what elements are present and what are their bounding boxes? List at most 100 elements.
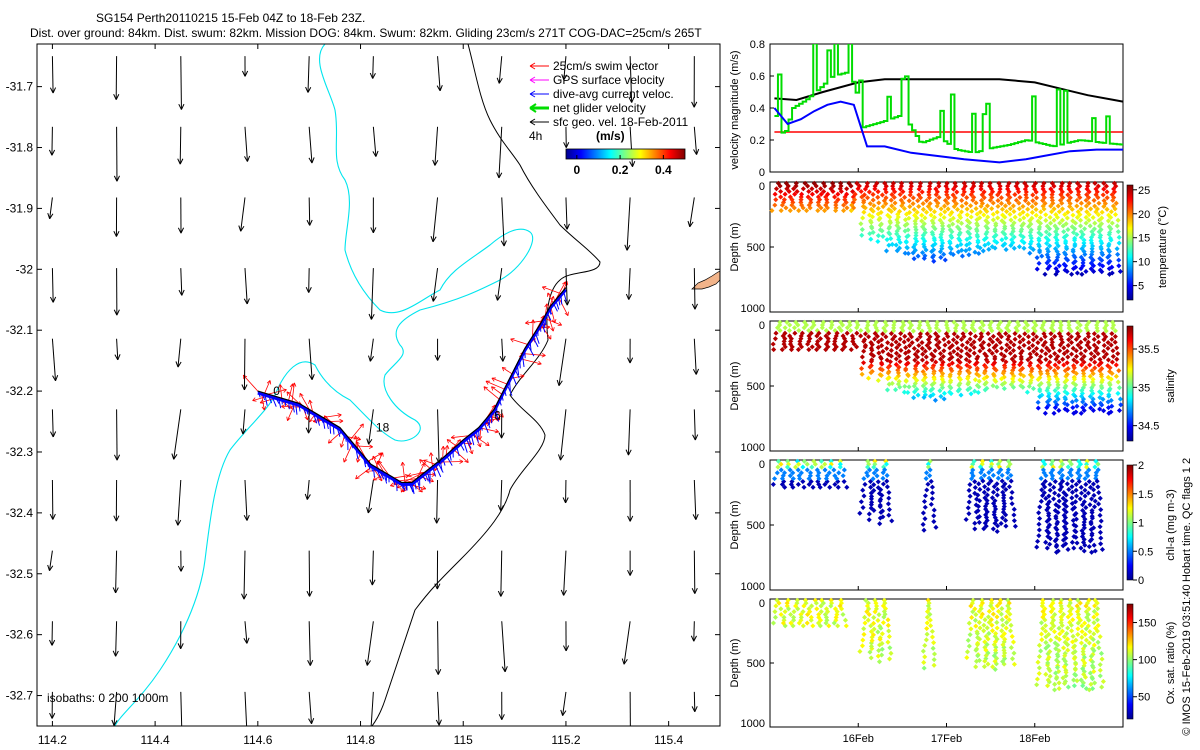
section-point bbox=[1078, 351, 1084, 357]
sfc-geo-arrowhead bbox=[497, 504, 504, 511]
velocity-ytick-label: 0 bbox=[759, 167, 765, 179]
sfc-geo-arrowhead bbox=[691, 303, 698, 310]
section-point bbox=[1095, 351, 1101, 357]
section-point bbox=[1086, 194, 1092, 201]
velocity-ytick-label: 0.2 bbox=[750, 135, 765, 147]
section-point bbox=[951, 204, 957, 210]
sfc-geo-arrow bbox=[434, 126, 439, 166]
section-point bbox=[975, 354, 981, 360]
section-point bbox=[800, 464, 806, 470]
sfc-geo-arrowhead bbox=[692, 368, 700, 375]
section-point bbox=[884, 472, 890, 479]
sfc-geo-arrowhead bbox=[178, 289, 185, 296]
section-point bbox=[1042, 461, 1048, 467]
section-point bbox=[920, 521, 926, 528]
section-point bbox=[1080, 405, 1086, 411]
section-point bbox=[799, 330, 805, 336]
sfc-geo-arrowhead bbox=[436, 85, 443, 92]
section-point bbox=[1069, 539, 1075, 545]
swim-arrowhead bbox=[494, 428, 499, 434]
section-point bbox=[1097, 529, 1103, 535]
map-ytick-label: -31.8 bbox=[6, 141, 34, 155]
section-point bbox=[1009, 237, 1015, 243]
sfc-geo-arrow bbox=[368, 409, 374, 445]
sfc-geo-arrowhead bbox=[52, 375, 59, 382]
section-point bbox=[1092, 180, 1098, 186]
section-point bbox=[901, 389, 907, 395]
section-point bbox=[1110, 325, 1116, 331]
section-point bbox=[1098, 541, 1104, 547]
section-point bbox=[1063, 509, 1069, 515]
section-point bbox=[787, 473, 793, 479]
section-point bbox=[1051, 410, 1057, 416]
section-point bbox=[992, 360, 998, 366]
sfc-geo-arrowhead bbox=[370, 227, 377, 234]
oxygen-ylabel: Depth (m) bbox=[729, 639, 741, 688]
section-point bbox=[969, 614, 975, 621]
legend-gps: GPS surface velocity bbox=[529, 73, 664, 87]
section-point bbox=[1047, 243, 1053, 249]
section-point bbox=[1054, 254, 1061, 260]
sfc-geo-arrow bbox=[307, 56, 310, 93]
swim-arrow bbox=[483, 386, 500, 400]
section-point bbox=[1021, 245, 1027, 251]
sfc-geo-arrowhead bbox=[628, 737, 633, 742]
section-point bbox=[1039, 253, 1045, 259]
section-point bbox=[878, 509, 884, 515]
section-point bbox=[867, 200, 873, 207]
swim-arrow bbox=[309, 399, 313, 412]
section-point bbox=[942, 257, 948, 263]
sfc-geo-arrow bbox=[113, 691, 118, 726]
section-point bbox=[947, 238, 953, 245]
section-point bbox=[826, 623, 832, 629]
section-point bbox=[818, 609, 824, 615]
section-point bbox=[994, 486, 1001, 493]
legend-dac: dive-avg current veloc. bbox=[529, 87, 674, 101]
section-point bbox=[1083, 626, 1089, 632]
section-point bbox=[848, 327, 854, 334]
section-point bbox=[857, 648, 863, 655]
section-point bbox=[1044, 399, 1051, 405]
swim-arrowhead bbox=[252, 397, 257, 402]
section-point bbox=[823, 614, 830, 620]
section-point bbox=[1086, 200, 1092, 206]
section-point bbox=[1085, 490, 1091, 496]
section-point bbox=[1105, 399, 1111, 405]
section-point bbox=[914, 215, 920, 221]
section-point bbox=[992, 354, 998, 360]
swim-arrowhead bbox=[501, 367, 507, 372]
map-y-ticks: -31.7-31.8-31.9-32-32.1-32.2-32.3-32.4-3… bbox=[6, 80, 720, 703]
section-point bbox=[903, 366, 909, 372]
section-point bbox=[1033, 206, 1039, 213]
section-point bbox=[1087, 502, 1093, 508]
swim-arrowhead bbox=[469, 449, 474, 455]
section-point bbox=[1071, 260, 1077, 266]
section-point bbox=[859, 371, 865, 377]
section-point bbox=[790, 470, 796, 476]
section-point bbox=[875, 233, 881, 239]
section-point bbox=[1020, 337, 1026, 343]
section-point bbox=[1056, 504, 1062, 510]
section-point bbox=[1116, 240, 1122, 246]
section-point bbox=[867, 649, 873, 655]
sfc-geo-arrow bbox=[501, 197, 505, 247]
sfc-geo-arrow bbox=[306, 479, 310, 500]
section-point bbox=[1033, 189, 1039, 195]
section-point bbox=[1086, 217, 1092, 223]
chl-axes-box bbox=[769, 459, 1124, 591]
section-point bbox=[1062, 406, 1068, 412]
section-point bbox=[868, 629, 874, 635]
section-point bbox=[1086, 479, 1092, 485]
swim-vectors bbox=[242, 280, 569, 493]
section-point bbox=[1052, 611, 1058, 618]
section-point bbox=[967, 482, 973, 488]
oxygen-axes-box bbox=[769, 598, 1124, 728]
section-point bbox=[1088, 356, 1094, 362]
section-point bbox=[974, 642, 981, 648]
section-point bbox=[999, 237, 1005, 243]
section-point bbox=[1054, 376, 1060, 382]
section-point bbox=[772, 191, 778, 197]
section-point bbox=[878, 625, 884, 631]
section-point bbox=[908, 186, 914, 192]
section-point bbox=[1070, 266, 1077, 272]
